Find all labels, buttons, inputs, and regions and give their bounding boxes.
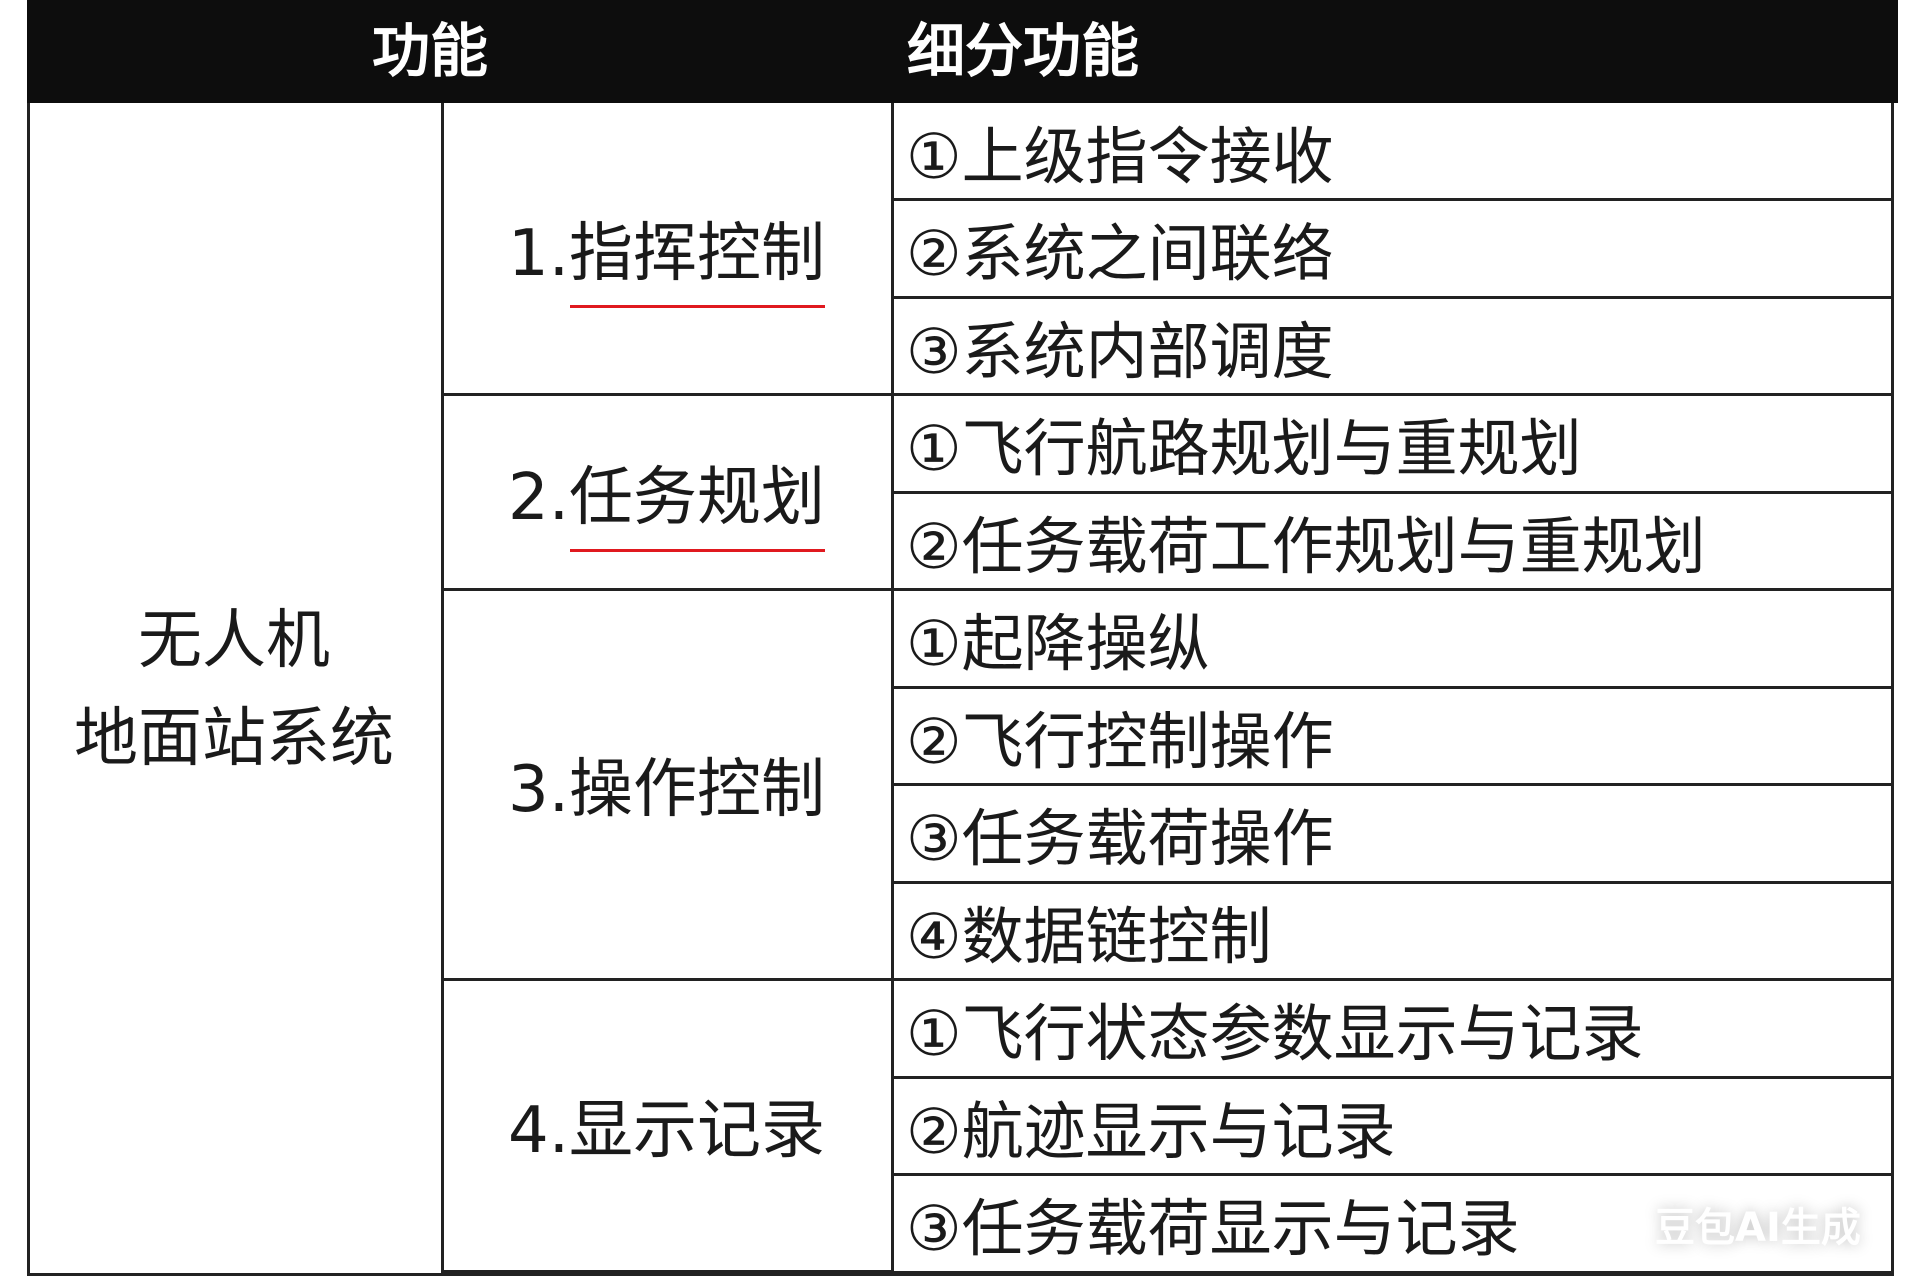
subfunction-cell: ①飞行状态参数显示与记录 bbox=[892, 981, 1891, 1079]
subfunction-cell: ①上级指令接收 bbox=[892, 103, 1891, 201]
function-label: 1.指挥控制 bbox=[508, 202, 826, 308]
subfunction-cell: ②航迹显示与记录 bbox=[892, 1078, 1891, 1176]
table-header: 功能 细分功能 bbox=[27, 0, 1898, 103]
function-cell: 4.显示记录 bbox=[441, 981, 892, 1273]
subfunction-cell: ④数据链控制 bbox=[892, 883, 1891, 981]
function-label: 4.显示记录 bbox=[507, 1094, 826, 1169]
subfunction-cell: ②任务载荷工作规划与重规划 bbox=[892, 493, 1891, 591]
subfunction-cell: ③任务载荷显示与记录 bbox=[892, 1176, 1891, 1274]
system-name-line2: 地面站系统 bbox=[74, 701, 394, 776]
system-name-line1: 无人机 bbox=[138, 603, 330, 678]
function-label: 2.任务规划 bbox=[508, 446, 826, 552]
subfunction-cell: ②飞行控制操作 bbox=[892, 688, 1891, 786]
watermark: 豆包AI生成 bbox=[1655, 1205, 1861, 1251]
header-subfunction: 细分功能 bbox=[907, 17, 1140, 85]
subfunction-cell: ①飞行航路规划与重规划 bbox=[892, 396, 1891, 494]
function-cell: 1.指挥控制 bbox=[441, 103, 892, 396]
function-cell: 3.操作控制 bbox=[441, 591, 892, 981]
column-divider bbox=[891, 103, 894, 1276]
subfunction-cell: ①起降操纵 bbox=[892, 591, 1891, 689]
subfunction-cell: ③任务载荷操作 bbox=[892, 786, 1891, 884]
function-cell: 2.任务规划 bbox=[441, 396, 892, 591]
function-label: 3.操作控制 bbox=[507, 753, 826, 827]
red-underline bbox=[569, 304, 826, 308]
column-divider bbox=[441, 103, 444, 1276]
red-underline bbox=[569, 548, 826, 552]
function-table bbox=[27, 103, 1894, 1276]
subfunction-cell: ②系统之间联络 bbox=[892, 201, 1891, 299]
system-cell: 无人机 地面站系统 bbox=[27, 103, 441, 1276]
header-function: 功能 bbox=[372, 17, 489, 85]
subfunction-cell: ③系统内部调度 bbox=[892, 298, 1891, 396]
